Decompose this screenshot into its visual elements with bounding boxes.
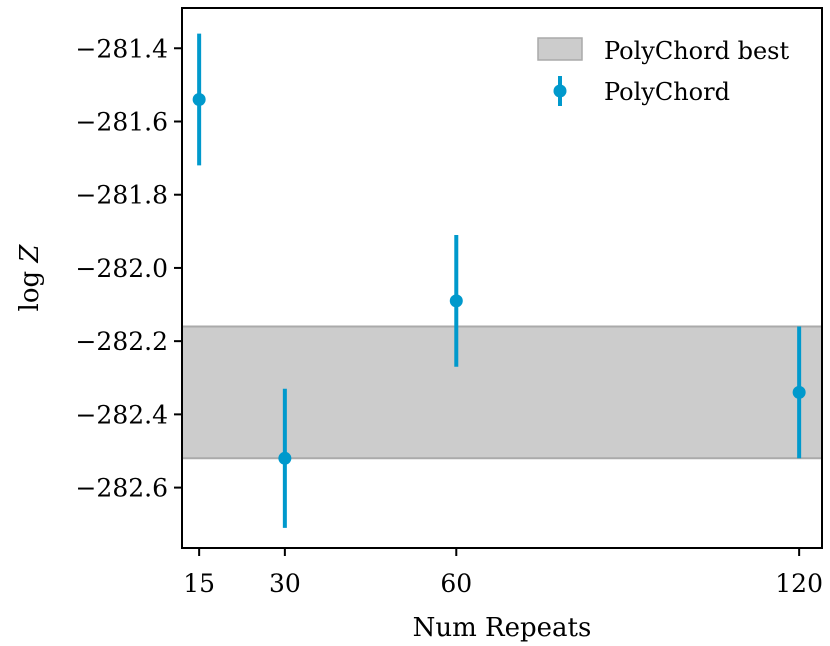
legend-point (553, 84, 567, 98)
data-point (449, 294, 463, 308)
y-axis-title-z: Z (15, 244, 45, 264)
data-point (278, 451, 292, 465)
legend-band-swatch (537, 37, 583, 61)
legend: PolyChord best PolyChord (537, 37, 789, 106)
marks-layer (192, 33, 806, 528)
y-tick-label: −282.2 (75, 327, 168, 356)
y-tick-label: −281.4 (75, 34, 168, 63)
x-axis-title: Num Repeats (413, 613, 592, 643)
legend-series-marker (553, 76, 567, 106)
y-tick-label: −282.4 (75, 400, 168, 429)
plot-frame (181, 7, 823, 549)
legend-series-label: PolyChord (604, 78, 730, 106)
y-tick-label: −281.8 (75, 181, 168, 210)
x-tick-label: 60 (440, 569, 472, 598)
x-axis: 15 30 60 120 (183, 548, 823, 598)
y-axis: −281.4 −281.6 −281.8 −282.0 −282.2 −282.4 −282… (75, 34, 182, 503)
y-axis-title-log: log (15, 263, 45, 312)
data-point (792, 385, 806, 399)
x-tick-label: 15 (183, 569, 215, 598)
legend-band-label: PolyChord best (604, 37, 789, 65)
y-tick-label: −282.6 (75, 474, 168, 503)
y-axis-title: log Z (15, 244, 45, 312)
y-tick-label: −282.0 (75, 254, 168, 283)
y-tick-label: −281.6 (75, 107, 168, 136)
x-tick-label: 30 (269, 569, 301, 598)
data-point (192, 93, 206, 107)
band-layer (182, 325, 822, 460)
x-tick-label: 120 (775, 569, 823, 598)
band-fill (182, 326, 822, 459)
